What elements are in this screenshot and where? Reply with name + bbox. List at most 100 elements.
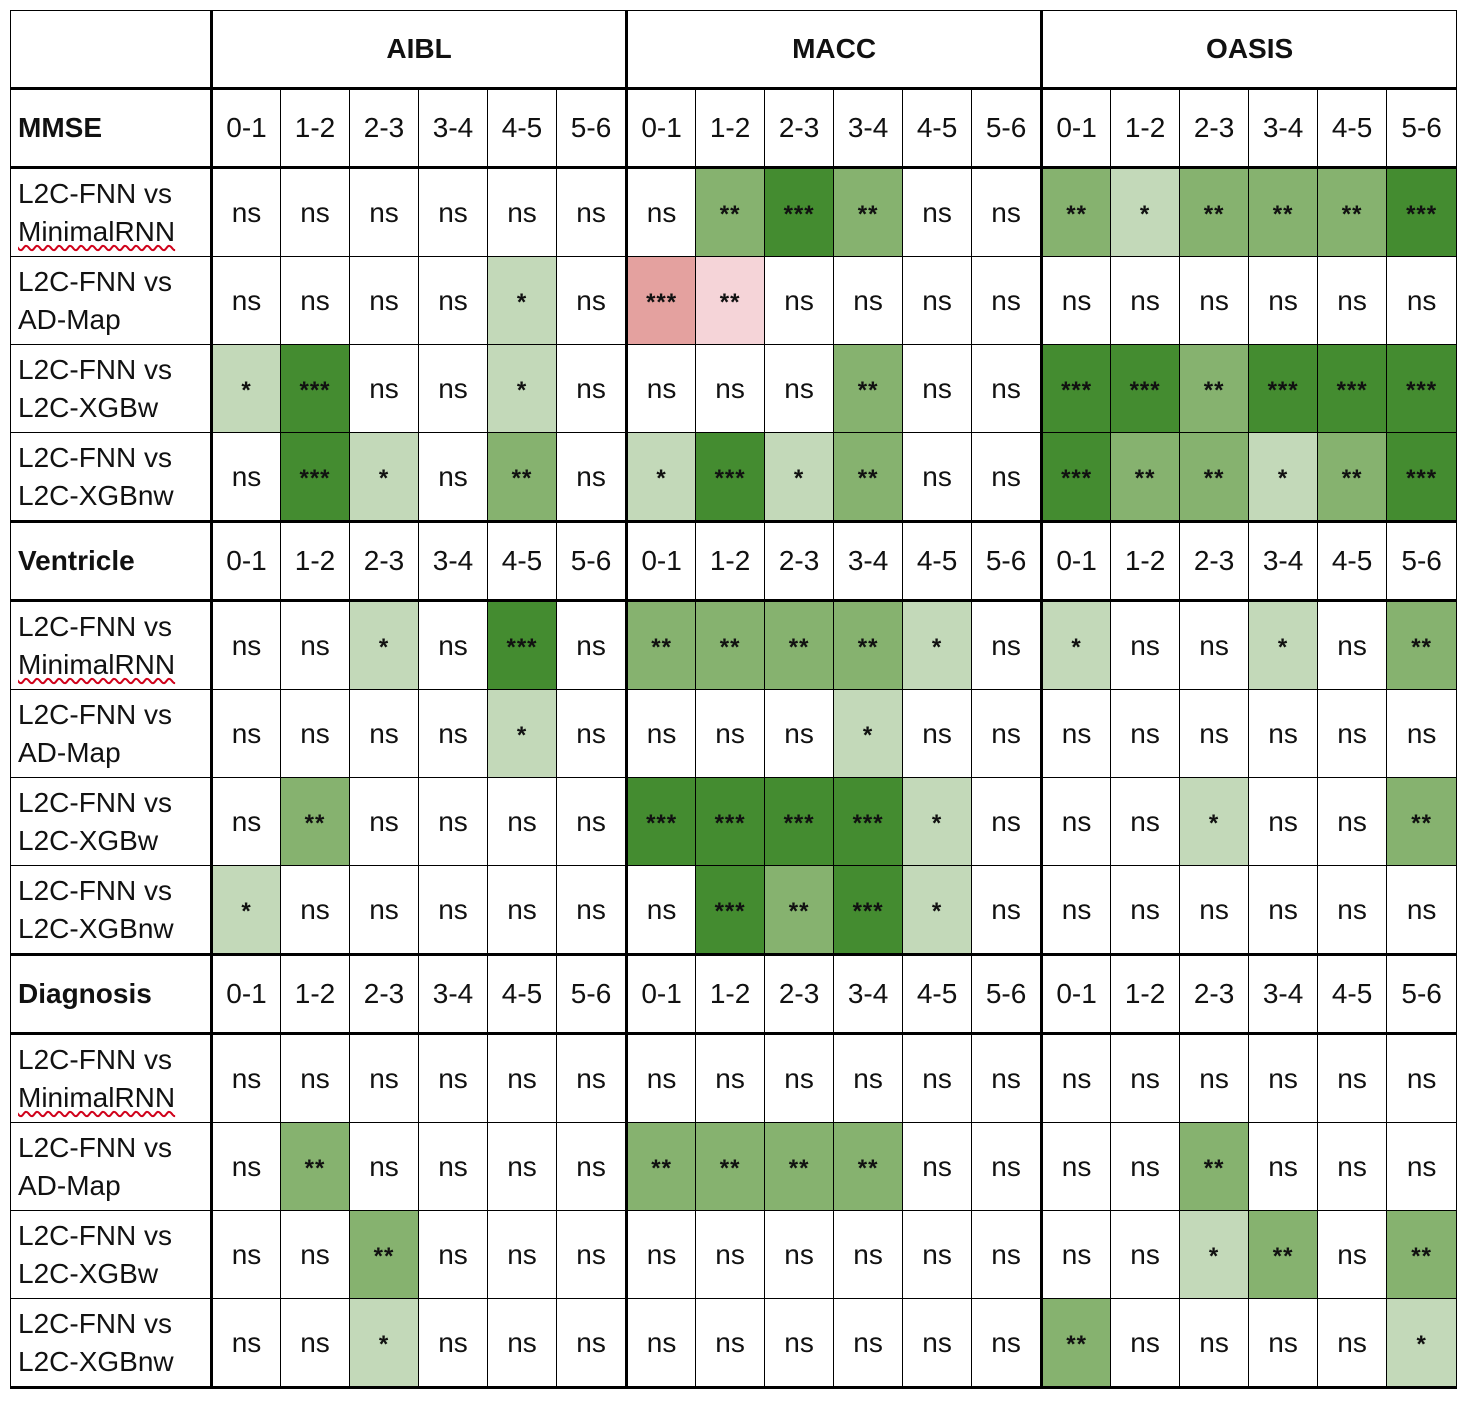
significance-value: ns [784,372,814,404]
significance-cell: ns [1179,256,1250,345]
significance-cell: ns [418,1122,488,1211]
significance-value: ns [922,1238,952,1270]
significance-value: ns [922,717,952,749]
significance-value: ** [1411,809,1432,837]
significance-cell: ns [626,167,697,257]
model-line-2: AD-Map [18,303,121,335]
interval-header: 4-5 [902,88,973,169]
significance-cell: ns [1041,777,1112,866]
significance-cell: ns [555,167,629,257]
significance-value: *** [1061,464,1093,492]
corner-cell [10,10,213,90]
significance-value: *** [646,809,678,837]
significance-value: ns [922,460,952,492]
comparison-row: L2C-FNN vs MinimalRNN ns ns ns ns ns ns ns ** *** *… [10,167,1458,257]
dataset-header-macc: MACC [626,10,1044,90]
significance-cell: ns [1386,865,1458,956]
significance-value: ns [300,1062,330,1094]
significance-cell: ns [626,689,697,778]
significance-cell: ns [1110,1298,1181,1389]
model-comparison-label: L2C-FNN vs L2C-XGBw [10,344,213,433]
significance-cell: * [764,432,835,523]
comparison-row: L2C-FNN vs MinimalRNN ns ns ns ns ns ns ns ns ns ns… [10,1033,1458,1123]
significance-cell: ns [971,344,1044,433]
significance-value: ** [1341,464,1363,492]
significance-value: *** [1061,376,1093,404]
significance-value: ns [231,1238,262,1270]
significance-cell: ns [626,1210,697,1299]
significance-value: ns [991,460,1021,492]
significance-cell: ns [902,689,973,778]
significance-cell: ns [902,1122,973,1211]
interval-header: 5-6 [555,88,629,169]
significance-cell: ** [695,1122,766,1211]
significance-value: ns [1061,893,1092,925]
model-comparison-label: L2C-FNN vs L2C-XGBnw [10,865,213,956]
interval-header: 1-2 [695,521,766,602]
significance-cell: ns [1110,865,1181,956]
significance-cell: ns [1110,777,1181,866]
significance-value: ** [1203,376,1225,404]
significance-cell: ns [349,1122,419,1211]
significance-cell: ns [626,865,697,956]
significance-value: ns [1406,1150,1437,1182]
significance-cell: ns [764,344,835,433]
significance-value: ns [576,1150,606,1182]
significance-cell: ns [349,167,419,257]
significance-cell: *** [1386,167,1458,257]
significance-value: * [1139,200,1151,228]
significance-cell: ns [349,777,419,866]
significance-cell: ns [626,1033,697,1123]
significance-cell: * [1110,167,1181,257]
significance-value: ns [991,196,1021,228]
significance-cell: * [902,865,973,956]
interval-header: 0-1 [626,88,697,169]
significance-cell: ns [418,777,488,866]
significance-value: ns [369,893,399,925]
significance-value: ns [231,284,262,316]
interval-header: 0-1 [211,954,281,1035]
significance-cell: ns [1041,865,1112,956]
significance-cell: ns [902,167,973,257]
section-row-mmse: MMSE 0-1 1-2 2-3 3-4 4-5 5-6 0-1 1-2 2-3 3-4 4-5 5-6… [10,88,1458,169]
interval-header: 1-2 [1110,88,1181,169]
significance-cell: ns [1248,777,1319,866]
significance-value: ** [651,633,672,661]
significance-value: * [516,288,528,316]
model-line-2: L2C-XGBw [18,391,159,423]
significance-cell: ns [1110,1033,1181,1123]
interval-header: 2-3 [764,521,835,602]
significance-cell: ns [902,344,973,433]
significance-cell: ns [1386,689,1458,778]
significance-cell: ns [902,1210,973,1299]
interval-header: 2-3 [764,88,835,169]
significance-cell: ** [1179,167,1250,257]
interval-header: 4-5 [487,954,557,1035]
significance-cell: ** [833,344,904,433]
significance-value: ns [576,629,606,661]
significance-cell: ** [626,1122,697,1211]
significance-value: ns [1406,893,1437,925]
significance-value: ns [438,717,468,749]
significance-value: *** [1129,376,1161,404]
significance-value: ns [1061,1238,1092,1270]
significance-value: * [241,376,252,404]
model-line-1: L2C-FNN vs [18,610,173,642]
significance-value: ns [1337,805,1367,837]
significance-cell: ns [971,1033,1044,1123]
significance-value: *** [783,809,815,837]
significance-value: ns [853,1326,883,1358]
significance-value: ns [1061,717,1092,749]
significance-value: ns [1061,284,1092,316]
significance-cell: ns [555,432,629,523]
significance-cell: ns [695,1033,766,1123]
significance-value: *** [1406,464,1438,492]
significance-cell: ns [971,167,1044,257]
significance-cell: ns [1179,1298,1250,1389]
significance-value: ns [1337,1238,1367,1270]
significance-value: ns [1337,1150,1367,1182]
significance-value: *** [506,633,538,661]
significance-cell: ns [1179,689,1250,778]
significance-cell: ns [1248,689,1319,778]
interval-header: 3-4 [833,954,904,1035]
